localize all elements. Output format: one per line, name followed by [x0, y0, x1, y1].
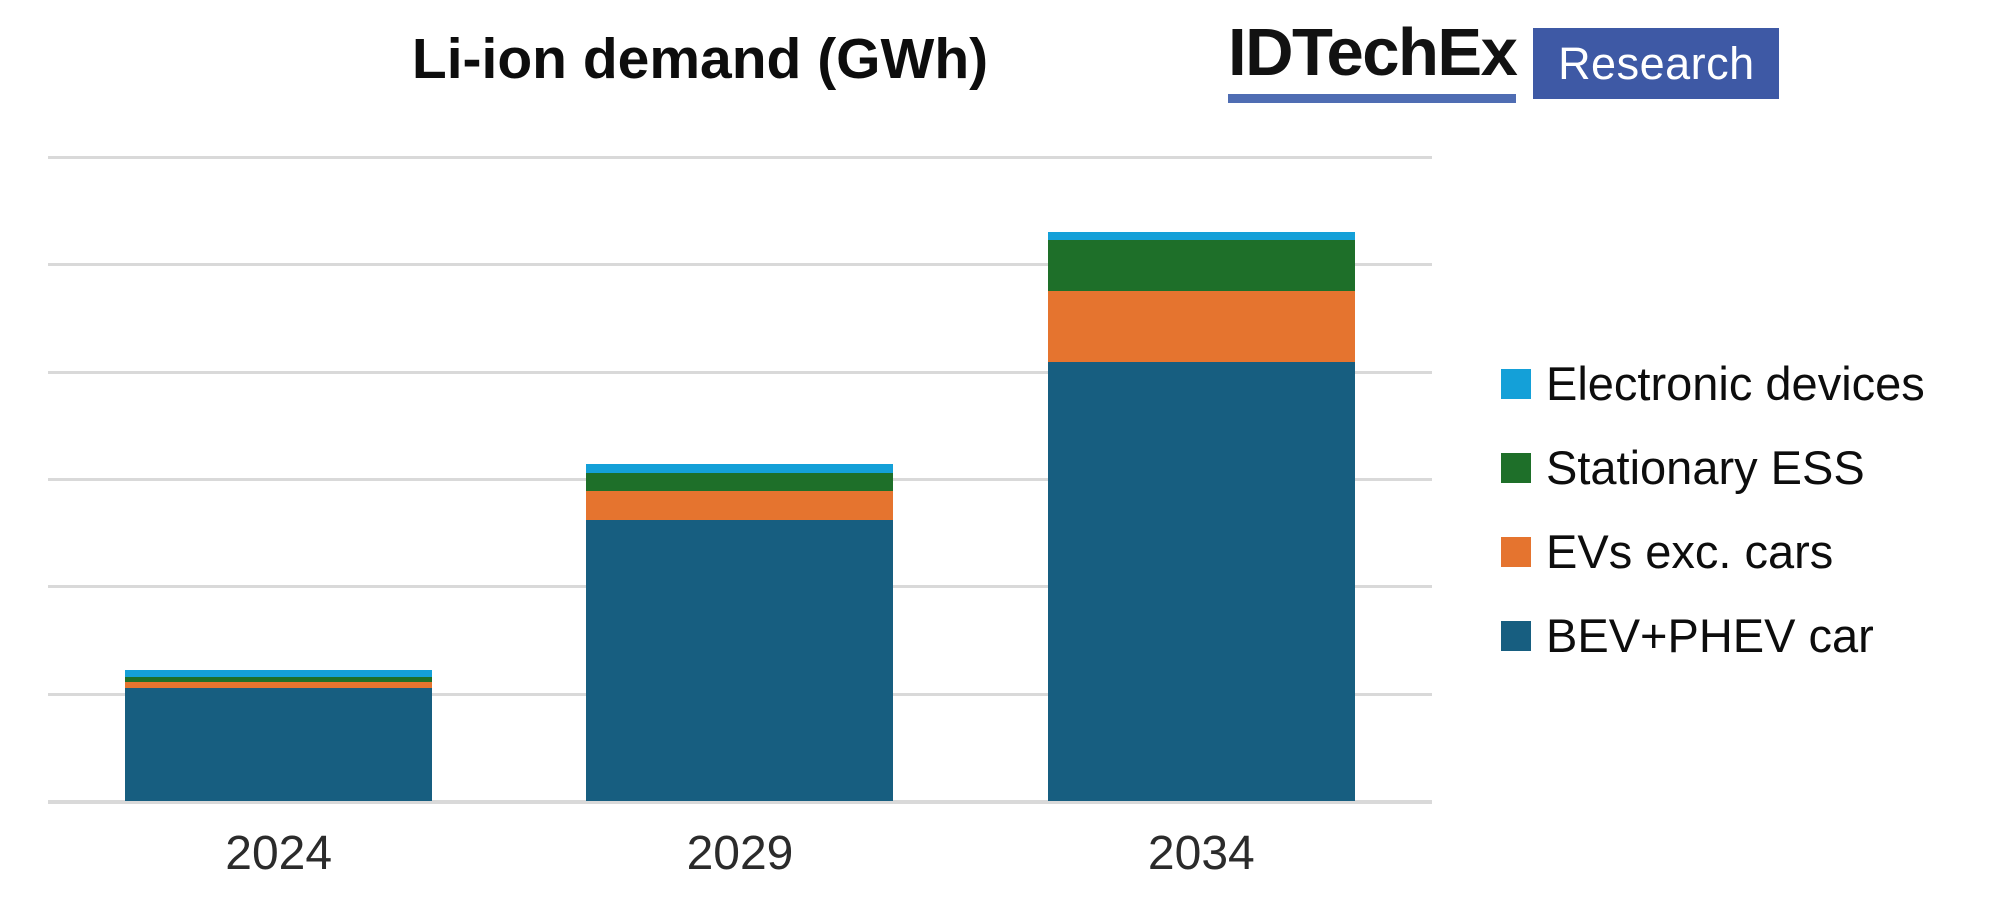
bar-segment-stationary-ess-2024	[125, 676, 433, 682]
x-axis-line	[48, 800, 1432, 804]
bar-segment-electronic-devices-2029	[586, 463, 894, 473]
legend-swatch-bev-phev-car	[1501, 620, 1531, 651]
bar-segment-evs-exc-cars-2029	[586, 490, 894, 520]
bar-segment-bev-phev-car-2024	[125, 688, 433, 801]
gridline	[48, 156, 1432, 159]
research-badge: Research	[1533, 28, 1780, 99]
legend-label: Electronic devices	[1546, 357, 1925, 410]
plot-area	[48, 156, 1432, 804]
bar-segment-bev-phev-car-2034	[1047, 361, 1355, 801]
legend-item-electronic-devices: Electronic devices	[1501, 356, 1925, 411]
gridline	[48, 370, 1432, 374]
bar-segment-stationary-ess-2029	[586, 472, 894, 491]
bar-segment-electronic-devices-2034	[1047, 232, 1355, 240]
stacked-bar-2029	[586, 463, 894, 801]
legend-label: BEV+PHEV car	[1546, 609, 1874, 662]
bar-segment-bev-phev-car-2029	[586, 519, 894, 801]
legend: Electronic devices Stationary ESS EVs exc.…	[1501, 356, 1925, 663]
legend-swatch-electronic-devices	[1501, 368, 1531, 399]
legend-item-stationary-ess: Stationary ESS	[1501, 440, 1925, 495]
idtechex-logo: IDTechEx Research	[1228, 15, 1780, 104]
legend-swatch-stationary-ess	[1501, 452, 1531, 483]
idtechex-wordmark-block: IDTechEx	[1228, 15, 1518, 104]
x-axis-labels: 2024 2029 2034	[48, 826, 1432, 881]
legend-item-bev-phev-car: BEV+PHEV car	[1501, 608, 1925, 663]
bar-segment-stationary-ess-2034	[1047, 239, 1355, 292]
x-axis-label-2034: 2034	[1147, 827, 1255, 880]
bar-group-2024	[48, 670, 509, 801]
idtechex-underline	[1228, 94, 1517, 104]
legend-label: EVs exc. cars	[1546, 525, 1834, 578]
idtechex-wordmark: IDTechEx	[1228, 15, 1518, 90]
x-axis-label-2029: 2029	[686, 827, 794, 880]
bar-group-2029	[509, 463, 970, 801]
gridline	[48, 263, 1432, 267]
legend-label: Stationary ESS	[1546, 441, 1865, 494]
bar-segment-evs-exc-cars-2034	[1047, 291, 1355, 362]
bar-segment-electronic-devices-2024	[125, 670, 433, 677]
x-axis-label-2024: 2024	[225, 827, 333, 880]
bar-group-2034	[971, 232, 1432, 801]
stacked-bar-2034	[1047, 232, 1355, 801]
bar-segment-evs-exc-cars-2024	[125, 681, 433, 689]
stacked-bar-2024	[125, 670, 433, 801]
chart-title: Li-ion demand (GWh)	[411, 27, 989, 91]
legend-swatch-evs-exc-cars	[1501, 536, 1531, 567]
legend-item-evs-exc-cars: EVs exc. cars	[1501, 524, 1925, 579]
